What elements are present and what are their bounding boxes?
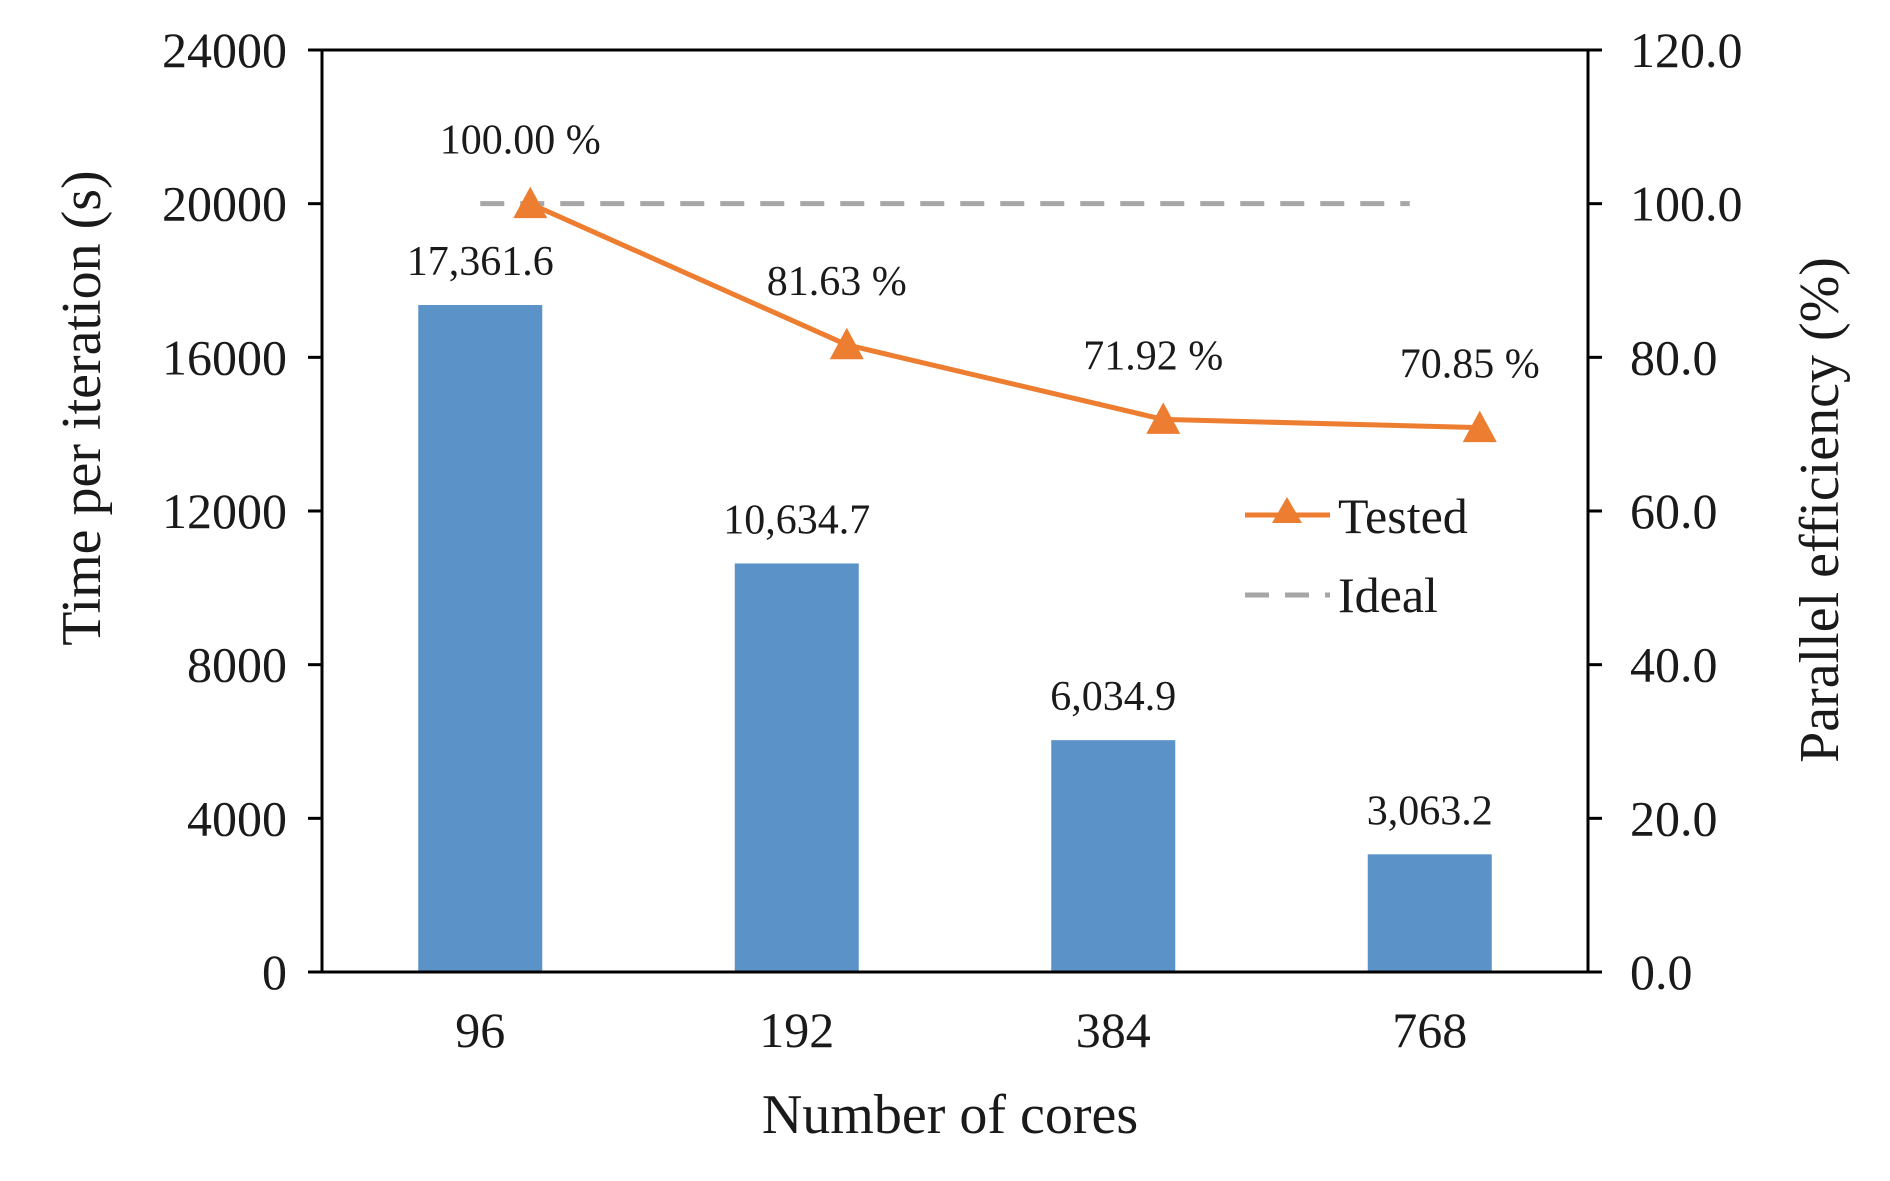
bar-768 <box>1367 854 1492 972</box>
tested-marker-96 <box>513 186 548 219</box>
legend-ideal-label: Ideal <box>1338 567 1438 623</box>
tested-marker-192 <box>829 327 864 360</box>
y2-tick-label: 20.0 <box>1630 790 1718 846</box>
y2-tick-label: 60.0 <box>1630 483 1718 539</box>
bars-layer <box>418 305 1492 972</box>
lines-layer <box>480 186 1497 443</box>
bar-label-96: 17,361.6 <box>407 239 554 285</box>
y2-tick-label: 100.0 <box>1630 176 1743 232</box>
labels-layer: 17,361.6 10,634.7 6,034.9 3,063.2 100.00 % 81… <box>407 118 1540 835</box>
y-tick-label: 24000 <box>162 22 287 78</box>
x-tick-label-96: 96 <box>455 1002 505 1058</box>
bar-192 <box>734 563 859 972</box>
bar-384 <box>1051 740 1176 972</box>
y2-tick-label: 0.0 <box>1630 944 1693 1000</box>
tested-line <box>529 201 1480 431</box>
legend: Tested Ideal <box>1245 488 1468 623</box>
legend-tested-marker <box>1272 497 1302 523</box>
y-tick-label: 0 <box>262 944 287 1000</box>
tested-label-384: 71.92 % <box>1083 333 1223 379</box>
bar-96 <box>418 305 543 972</box>
axes-layer: 0 4000 8000 12000 16000 20000 24000 0.0 20.0 40.0… <box>162 22 1743 1058</box>
legend-tested-label: Tested <box>1338 488 1468 544</box>
x-tick-label-384: 384 <box>1076 1002 1151 1058</box>
y-axis-title: Time per iteration (s) <box>51 170 113 645</box>
tested-label-96: 100.00 % <box>440 118 601 164</box>
y-tick-label: 16000 <box>162 329 287 385</box>
tested-marker-384 <box>1146 402 1181 434</box>
bar-label-384: 6,034.9 <box>1050 674 1176 720</box>
y2-axis-title: Parallel efficiency (%) <box>1789 257 1851 763</box>
y2-tick-label: 120.0 <box>1630 22 1743 78</box>
bar-label-768: 3,063.2 <box>1367 788 1493 834</box>
bar-label-192: 10,634.7 <box>723 497 870 543</box>
y2-tick-label: 80.0 <box>1630 329 1718 385</box>
x-tick-label-768: 768 <box>1392 1002 1467 1058</box>
x-tick-label-192: 192 <box>759 1002 834 1058</box>
y-tick-label: 12000 <box>162 483 287 539</box>
tested-label-192: 81.63 % <box>767 259 907 305</box>
y-tick-label: 8000 <box>187 637 287 693</box>
x-axis-title: Number of cores <box>762 1084 1138 1146</box>
tested-marker-768 <box>1462 410 1497 443</box>
tested-label-768: 70.85 % <box>1400 342 1540 388</box>
y-tick-label: 4000 <box>187 790 287 846</box>
y-tick-label: 20000 <box>162 176 287 232</box>
y2-tick-label: 40.0 <box>1630 637 1718 693</box>
